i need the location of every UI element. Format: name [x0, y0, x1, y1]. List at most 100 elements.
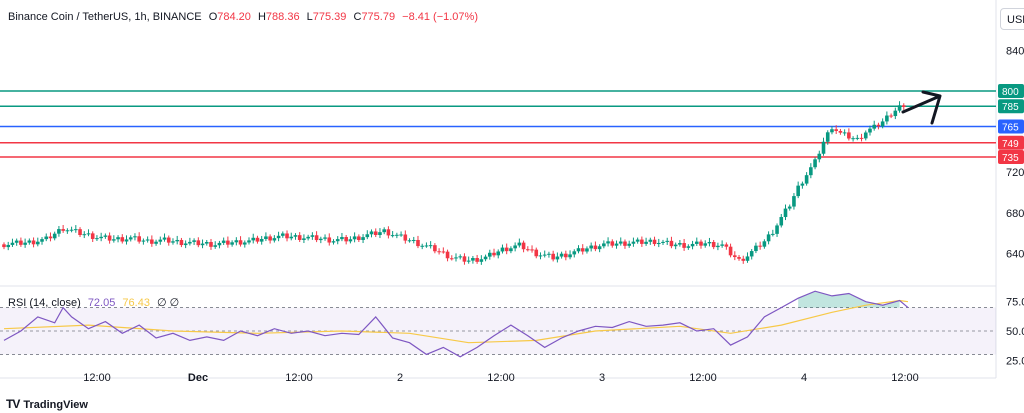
candle-body [183, 243, 188, 246]
level-tag [998, 135, 1024, 150]
x-tick-label: 3 [599, 372, 605, 384]
candle-body [369, 231, 374, 235]
candle-body [458, 256, 463, 258]
candle-body [255, 237, 260, 242]
candle-body [293, 235, 298, 237]
rsi-line [3, 290, 909, 358]
candle-body [154, 241, 158, 244]
candle-body [302, 238, 306, 240]
candle-body [48, 236, 53, 239]
candle-body [179, 239, 184, 246]
candle-body [226, 240, 230, 245]
candle-body [901, 105, 906, 108]
candle-body [221, 240, 226, 243]
candle-body [141, 240, 146, 242]
grid [0, 0, 997, 379]
candle-body [14, 240, 19, 243]
y-tick-label: 640 [1006, 248, 1024, 260]
candle-body [395, 234, 399, 236]
candle-body [52, 233, 57, 239]
candle-body [496, 251, 501, 256]
candle-body [517, 242, 522, 246]
candle-body [192, 240, 196, 242]
candle-body [597, 246, 602, 250]
candle-body [568, 254, 572, 258]
candle-body [276, 235, 281, 239]
candle-body [728, 246, 733, 256]
candle-body [576, 248, 581, 252]
candle-body [838, 130, 843, 133]
candle-body [741, 258, 746, 261]
candle-body [204, 242, 209, 244]
candle-body [306, 236, 310, 239]
candle-body [289, 236, 294, 239]
candle-body [120, 237, 125, 242]
candle-body [538, 255, 543, 257]
candle-body [416, 239, 420, 247]
tradingview-logo[interactable]: TV TradingView [6, 397, 88, 411]
candle-body [889, 115, 893, 117]
candle-body [281, 233, 285, 236]
candle-body [783, 208, 788, 218]
candle-body [745, 256, 750, 261]
candle-body [758, 245, 762, 247]
candle-body [378, 232, 382, 236]
candle-body [504, 247, 509, 252]
rsi-tick-label: 25.00 [1006, 355, 1024, 367]
candle-body [10, 242, 15, 245]
candle-body [454, 257, 458, 259]
candle-body [171, 241, 175, 243]
level-label: 785 [1002, 102, 1019, 113]
candle-body [107, 235, 112, 241]
candle-body [213, 245, 218, 247]
x-tick-label: 12:00 [689, 372, 717, 384]
candle-body [390, 235, 395, 237]
rsi-extra: ∅ ∅ [157, 297, 180, 309]
tradingview-logo-text: TradingView [23, 399, 88, 411]
candle-body [796, 185, 800, 197]
candle-body [656, 242, 661, 245]
candle-body [640, 239, 644, 244]
candle-body [319, 238, 323, 241]
candle-body [35, 241, 40, 245]
candle-body [209, 242, 213, 247]
candle-body [842, 132, 847, 134]
candle-body [264, 236, 268, 240]
candle-body [661, 241, 665, 243]
candle-body [65, 230, 70, 232]
low-value: 775.39 [312, 11, 347, 23]
candle-body [386, 229, 391, 236]
candle-body [424, 245, 429, 247]
candle-body [437, 251, 441, 253]
candle-body [606, 241, 610, 244]
candle-body [471, 258, 475, 261]
candle-body [137, 236, 141, 242]
candle-body [809, 167, 813, 176]
candle-body [644, 241, 648, 244]
candle-body [872, 124, 877, 129]
candle-body [585, 248, 589, 252]
candle-body [433, 245, 437, 252]
currency-button[interactable]: USD [1000, 8, 1024, 30]
candle-body [880, 121, 885, 127]
candle-body [327, 237, 332, 243]
candle-body [352, 236, 357, 240]
candle-body [133, 236, 137, 238]
x-tick-label: 2 [397, 372, 403, 384]
candle-body [602, 243, 606, 247]
candle-body [885, 115, 889, 122]
candle-body [90, 233, 95, 239]
level-label: 735 [1002, 153, 1019, 164]
candle-body [74, 229, 78, 231]
candle-body [373, 231, 378, 236]
candle-body [103, 235, 108, 237]
candle-body [382, 229, 386, 233]
candle-body [589, 245, 593, 249]
level-tag [998, 83, 1024, 98]
candle-body [580, 248, 585, 252]
candle-body [682, 243, 686, 248]
rsi-header: RSI (14, close) 72.05 76.43 ∅ ∅ [8, 296, 179, 309]
candle-body [665, 240, 670, 242]
candle-body [851, 138, 855, 140]
